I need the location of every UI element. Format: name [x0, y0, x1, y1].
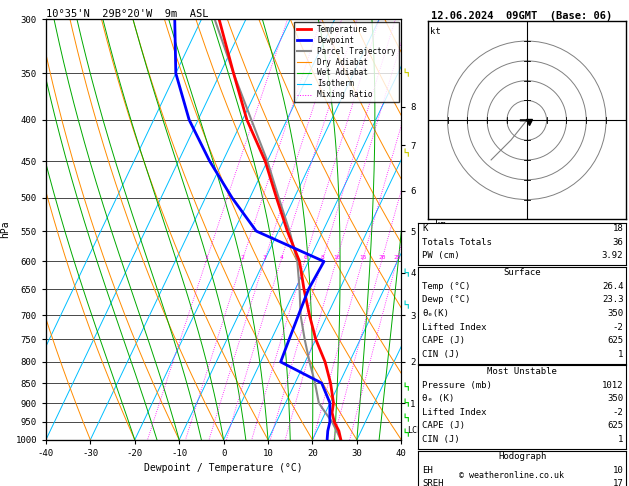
Text: 18: 18: [613, 224, 623, 233]
Y-axis label: km
ASL: km ASL: [433, 220, 448, 239]
Text: CIN (J): CIN (J): [422, 435, 460, 444]
Text: ┗┓: ┗┓: [403, 414, 411, 422]
Legend: Temperature, Dewpoint, Parcel Trajectory, Dry Adiabat, Wet Adiabat, Isotherm, Mi: Temperature, Dewpoint, Parcel Trajectory…: [294, 22, 399, 102]
Text: kt: kt: [430, 27, 440, 36]
Text: ┗┓: ┗┓: [403, 69, 411, 77]
Text: 4: 4: [279, 255, 283, 260]
Text: 3: 3: [263, 255, 267, 260]
Text: LCL: LCL: [407, 427, 422, 435]
Text: ┗┓: ┗┓: [403, 429, 411, 437]
Text: 10: 10: [333, 255, 340, 260]
Text: Hodograph: Hodograph: [498, 452, 546, 461]
Text: EH: EH: [422, 466, 433, 475]
Text: ┗┓: ┗┓: [403, 301, 411, 309]
Text: Pressure (mb): Pressure (mb): [422, 381, 492, 390]
Text: 10: 10: [613, 466, 623, 475]
Text: 36: 36: [613, 238, 623, 247]
Text: 625: 625: [607, 336, 623, 346]
Text: 12.06.2024  09GMT  (Base: 06): 12.06.2024 09GMT (Base: 06): [431, 11, 613, 21]
Text: 20: 20: [378, 255, 386, 260]
X-axis label: Dewpoint / Temperature (°C): Dewpoint / Temperature (°C): [144, 464, 303, 473]
Text: -2: -2: [613, 323, 623, 332]
Text: © weatheronline.co.uk: © weatheronline.co.uk: [459, 471, 564, 480]
Text: 1: 1: [618, 350, 623, 359]
Text: 2: 2: [241, 255, 245, 260]
Text: 350: 350: [607, 309, 623, 318]
Text: 17: 17: [613, 479, 623, 486]
Text: 6: 6: [303, 255, 307, 260]
Text: PW (cm): PW (cm): [422, 251, 460, 260]
Text: 1: 1: [618, 435, 623, 444]
Text: Lifted Index: Lifted Index: [422, 323, 487, 332]
Text: 25: 25: [393, 255, 401, 260]
Text: -2: -2: [613, 408, 623, 417]
Text: CAPE (J): CAPE (J): [422, 336, 465, 346]
Text: Dewp (°C): Dewp (°C): [422, 295, 470, 305]
Text: 8: 8: [321, 255, 325, 260]
Text: Totals Totals: Totals Totals: [422, 238, 492, 247]
Text: SREH: SREH: [422, 479, 443, 486]
Text: 15: 15: [359, 255, 367, 260]
Text: Most Unstable: Most Unstable: [487, 367, 557, 376]
Text: Surface: Surface: [503, 268, 541, 278]
Text: ┗┓: ┗┓: [403, 383, 411, 391]
Text: 1: 1: [204, 255, 208, 260]
Text: ┗┓: ┗┓: [403, 269, 411, 277]
Text: 1012: 1012: [602, 381, 623, 390]
Text: 3.92: 3.92: [602, 251, 623, 260]
Text: θₑ(K): θₑ(K): [422, 309, 449, 318]
Text: θₑ (K): θₑ (K): [422, 394, 454, 403]
Text: K: K: [422, 224, 428, 233]
Text: 625: 625: [607, 421, 623, 431]
Text: CIN (J): CIN (J): [422, 350, 460, 359]
Text: ┗┓: ┗┓: [403, 399, 411, 407]
Text: ┗┓: ┗┓: [403, 149, 411, 157]
Text: Lifted Index: Lifted Index: [422, 408, 487, 417]
Text: 26.4: 26.4: [602, 282, 623, 291]
Text: 350: 350: [607, 394, 623, 403]
Y-axis label: hPa: hPa: [0, 221, 10, 239]
Text: Temp (°C): Temp (°C): [422, 282, 470, 291]
Text: 23.3: 23.3: [602, 295, 623, 305]
Text: CAPE (J): CAPE (J): [422, 421, 465, 431]
Text: 10°35'N  29B°20'W  9m  ASL: 10°35'N 29B°20'W 9m ASL: [46, 9, 208, 18]
